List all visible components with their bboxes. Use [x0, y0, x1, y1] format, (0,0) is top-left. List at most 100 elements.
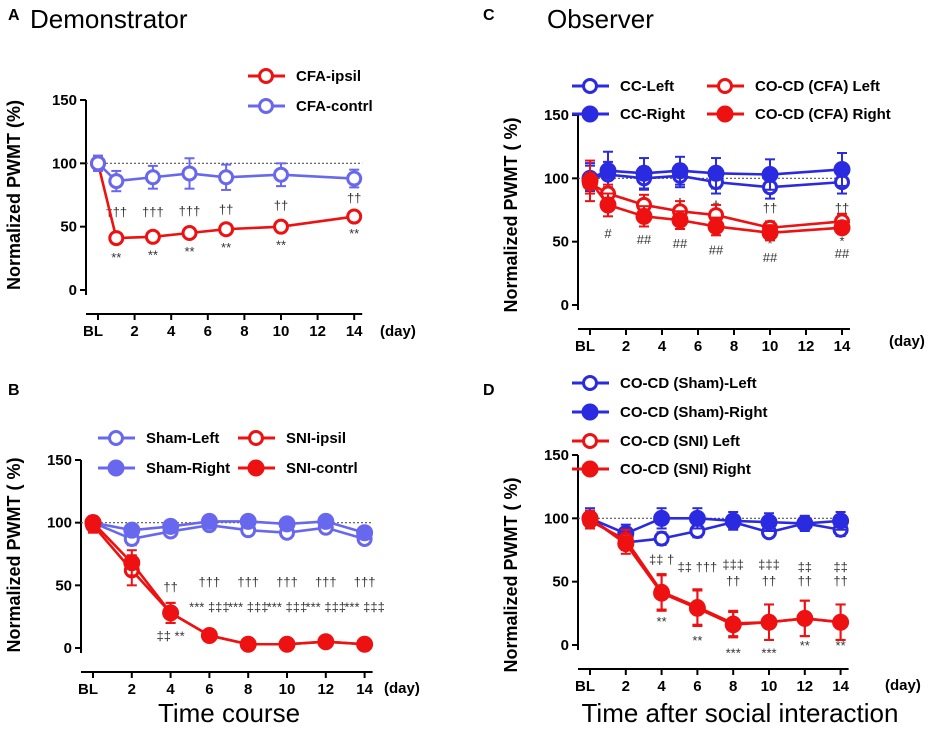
legend-label: CO-CD (Sham)-Right [620, 404, 767, 421]
y-axis-label: Normalized PWMT ( %) [501, 477, 521, 672]
significance-mark: †† [219, 202, 233, 217]
significance-mark: ** [349, 226, 359, 241]
x-tick-label: BL [78, 681, 98, 698]
data-point [761, 224, 779, 242]
data-point [635, 207, 653, 225]
significance-mark: *** ‡‡‡ [344, 600, 384, 615]
data-point [796, 609, 814, 627]
legend: Sham-Left Sham-Right SNI-ipsil SNI-contr… [98, 430, 358, 477]
legend-entry-cc-left: CC-Left [572, 78, 674, 95]
significance-mark: *** ‡‡‡ [189, 600, 229, 615]
legend-label: Sham-Left [146, 430, 219, 447]
data-point [707, 164, 725, 182]
significance-mark: †† [763, 201, 777, 216]
y-tick-label: 100 [544, 170, 569, 187]
significance-mark: ††† [142, 205, 164, 220]
data-point [599, 196, 617, 214]
y-axis-label: Normalized PWMT (%) [4, 100, 24, 290]
significance-mark: ††† [199, 575, 221, 590]
legend-entry-co-cd-cfa-left: CO-CD (CFA) Left [707, 78, 880, 95]
legend-label: SNI-ipsil [286, 430, 346, 447]
data-point [724, 512, 742, 530]
data-point [796, 514, 814, 532]
x-tick-label: 6 [204, 323, 212, 340]
data-point [707, 217, 725, 235]
significance-mark: ## [673, 236, 688, 251]
legend-label: CO-CD (Sham)-Left [620, 375, 757, 392]
significance-mark: ## [709, 242, 724, 257]
significance-mark: †† [835, 201, 849, 216]
data-point [144, 228, 161, 245]
y-tick-label: 150 [544, 447, 569, 464]
data-point [317, 512, 335, 530]
x-tick-label: 2 [622, 678, 630, 695]
significance-mark: ††† [276, 575, 298, 590]
significance-mark: ‡‡ † [649, 552, 674, 567]
data-point [599, 162, 617, 180]
y-tick-label: 0 [69, 282, 77, 299]
data-point [108, 173, 125, 190]
panel-c: 050100150BL2468101214††††††#######*##*##… [501, 78, 925, 355]
panel-title-observer: Observer [547, 4, 654, 34]
significance-mark: ‡‡ ** [156, 628, 184, 643]
x-tick-label: 6 [205, 681, 213, 698]
legend-entry-cfa-ipsil: CFA-ipsil [248, 68, 361, 85]
legend-entry-sni-ipsil: SNI-ipsil [238, 430, 346, 447]
significance-mark: †† [274, 198, 288, 213]
data-point [278, 515, 296, 533]
data-point [181, 165, 198, 182]
significance-mark: †† [347, 191, 361, 206]
x-tick-label: 12 [796, 678, 813, 695]
x-unit-label: (day) [380, 323, 416, 340]
legend-entry-sham-right: Sham-Right [98, 459, 230, 477]
data-point [761, 166, 779, 184]
significance-mark: # [604, 226, 612, 241]
y-tick-label: 150 [52, 92, 77, 109]
x-tick-label: BL [83, 323, 103, 340]
x-unit-label: (day) [889, 333, 925, 350]
significance-mark: ** [657, 614, 667, 629]
significance-mark: ** [836, 638, 846, 653]
y-tick-label: 0 [561, 637, 569, 654]
legend-entry-co-cd-sni-left: CO-CD (SNI) Left [572, 433, 740, 450]
data-point [653, 509, 671, 527]
significance-mark: ** [184, 244, 194, 259]
significance-mark: ** [692, 633, 702, 648]
significance-mark: ‡‡‡ [758, 557, 780, 572]
y-tick-label: 50 [60, 219, 77, 236]
significance-mark: ‡‡ [798, 560, 812, 575]
data-point [581, 172, 599, 190]
y-axis-label: Normalized PWMT ( %) [501, 117, 521, 312]
y-axis-label: Normalized PWMT ( %) [4, 457, 24, 652]
data-point [90, 155, 106, 172]
x-tick-label: 12 [317, 681, 334, 698]
x-tick-label: 14 [834, 338, 851, 355]
data-point [123, 521, 141, 539]
data-point [671, 211, 689, 229]
x-tick-label: 2 [128, 681, 136, 698]
x-tick-label: 8 [240, 323, 248, 340]
significance-mark: ††† [237, 575, 259, 590]
significance-mark: †† [833, 573, 847, 588]
significance-mark: ††† [179, 203, 201, 218]
data-point [239, 512, 257, 530]
data-point [356, 524, 374, 542]
significance-mark: ** [111, 250, 121, 265]
data-point [653, 530, 670, 547]
legend-entry-sham-left: Sham-Left [98, 430, 219, 447]
significance-mark: ‡‡ [833, 560, 847, 575]
y-tick-label: 150 [47, 452, 72, 469]
data-point [688, 509, 706, 527]
data-point [218, 169, 235, 186]
data-point [688, 599, 706, 617]
data-point [833, 219, 851, 237]
data-point [653, 584, 671, 602]
legend-label: CO-CD (SNI) Left [620, 433, 740, 450]
x-tick-label: 4 [167, 323, 176, 340]
data-point [671, 162, 689, 180]
panel-letter-a: A [8, 7, 20, 24]
x-tick-label: 4 [658, 338, 667, 355]
